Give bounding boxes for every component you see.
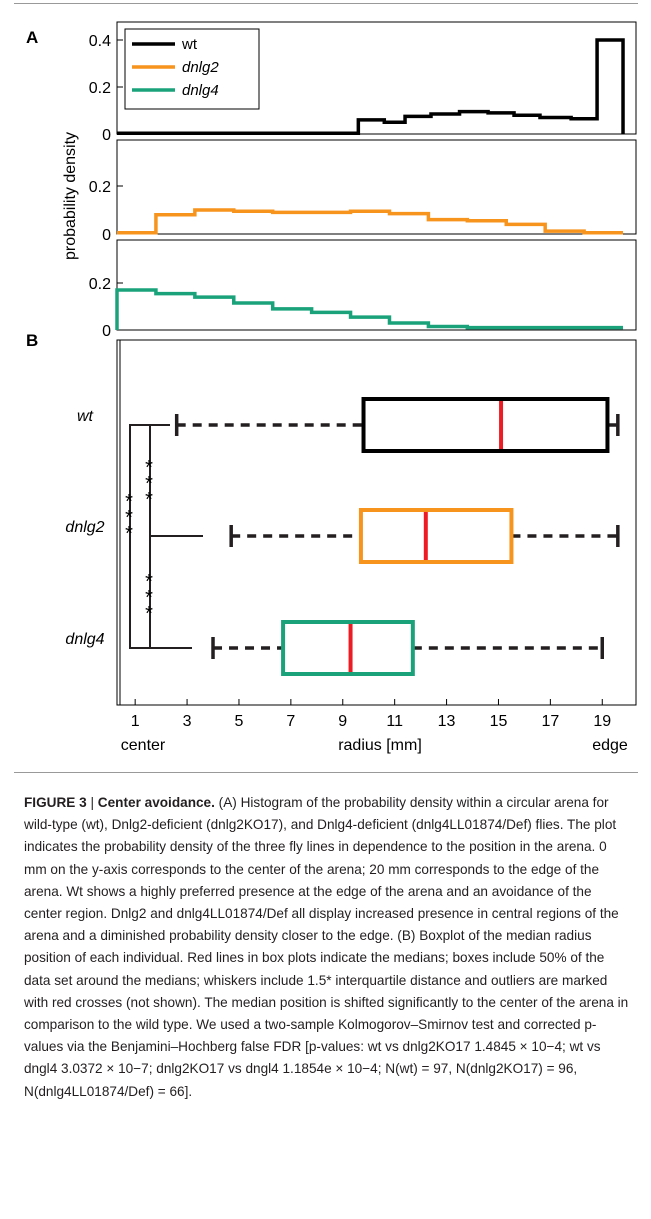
box-dnlg2: [358, 508, 514, 564]
legend-label-wt: wt: [181, 36, 198, 53]
axes-box-wt: [116, 21, 637, 135]
axes-box-dnlg4: [116, 239, 637, 331]
significance-brackets: *********: [125, 424, 203, 649]
box-wt: [361, 397, 610, 453]
caption-separator: |: [86, 795, 98, 810]
significance-stars-dnlg2-dnlg4: *: [145, 603, 153, 625]
histogram-dnlg4: 00.2: [89, 239, 637, 340]
ytick-label: 0.2: [89, 179, 111, 196]
xtick-label: 9: [338, 713, 347, 730]
xaxis-label-edge: edge: [592, 737, 628, 754]
significance-stars-dnlg2-dnlg4: *: [145, 571, 153, 593]
panel-a-ylabel: probability density: [62, 132, 79, 260]
ytick-label: 0.4: [89, 33, 111, 50]
histogram-dnlg2: 00.2: [89, 139, 637, 244]
ytick-label: 0.2: [89, 80, 111, 97]
boxplot-axes: [116, 339, 637, 706]
significance-stars-wt-dnlg2: *: [145, 473, 153, 495]
significance-stars-wt-dnlg4: *: [125, 491, 133, 513]
figure-caption: FIGURE 3 | Center avoidance. (A) Histogr…: [24, 792, 630, 1103]
ytick-label: 0: [102, 127, 111, 144]
xtick-label: 17: [541, 713, 559, 730]
xaxis-label-center: center: [121, 737, 166, 754]
category-label-dnlg2: dnlg2: [65, 519, 104, 536]
caption-figure-label: FIGURE 3: [24, 795, 87, 810]
caption-divider: [14, 772, 638, 773]
top-rule: [14, 3, 638, 4]
histogram-steps-dnlg2: [117, 208, 624, 235]
xtick-label: 11: [386, 713, 403, 730]
legend: wt dnlg2 dnlg4: [124, 28, 260, 110]
ytick-label: 0.2: [89, 276, 111, 293]
axes-box-dnlg2: [116, 139, 637, 235]
box-dnlg4: [281, 620, 415, 676]
xaxis-label: radius [mm]: [338, 737, 422, 754]
xtick-label: 1: [131, 713, 140, 730]
boxplot-dnlg4: dnlg4: [65, 620, 605, 676]
xtick-label: 7: [286, 713, 295, 730]
xtick-label: 5: [235, 713, 244, 730]
histogram-steps-dnlg4: [115, 288, 624, 330]
ytick-label: 0: [102, 323, 111, 340]
legend-label-dnlg2: dnlg2: [182, 59, 219, 76]
figure-3-canvas: A probability density 00.20.400.200.2wtd…: [26, 21, 637, 754]
significance-stars-wt-dnlg4: *: [125, 523, 133, 545]
panel-a-label: A: [26, 28, 38, 47]
significance-stars-wt-dnlg2: *: [145, 457, 153, 479]
caption-text: (A) Histogram of the probability density…: [24, 795, 629, 1099]
boxplot-dnlg2: dnlg2: [65, 508, 620, 564]
xtick-label: 3: [183, 713, 192, 730]
panel-b-label: B: [26, 331, 38, 350]
category-label-dnlg4: dnlg4: [65, 631, 104, 648]
bracket-outer: [129, 424, 150, 649]
significance-stars-wt-dnlg4: *: [125, 507, 133, 529]
boxplot-wt: wt: [77, 397, 620, 453]
histogram-wt: 0 0.2 0.4: [89, 21, 637, 144]
xtick-label: 15: [490, 713, 508, 730]
ytick-label: 0: [102, 227, 111, 244]
category-label-wt: wt: [77, 408, 94, 425]
legend-label-dnlg4: dnlg4: [182, 82, 219, 99]
xtick-label: 19: [593, 713, 611, 730]
xtick-label: 13: [438, 713, 456, 730]
histogram-steps-wt: [117, 38, 625, 136]
significance-stars-wt-dnlg2: *: [145, 489, 153, 511]
caption-title: Center avoidance.: [97, 795, 215, 810]
significance-stars-dnlg2-dnlg4: *: [145, 587, 153, 609]
